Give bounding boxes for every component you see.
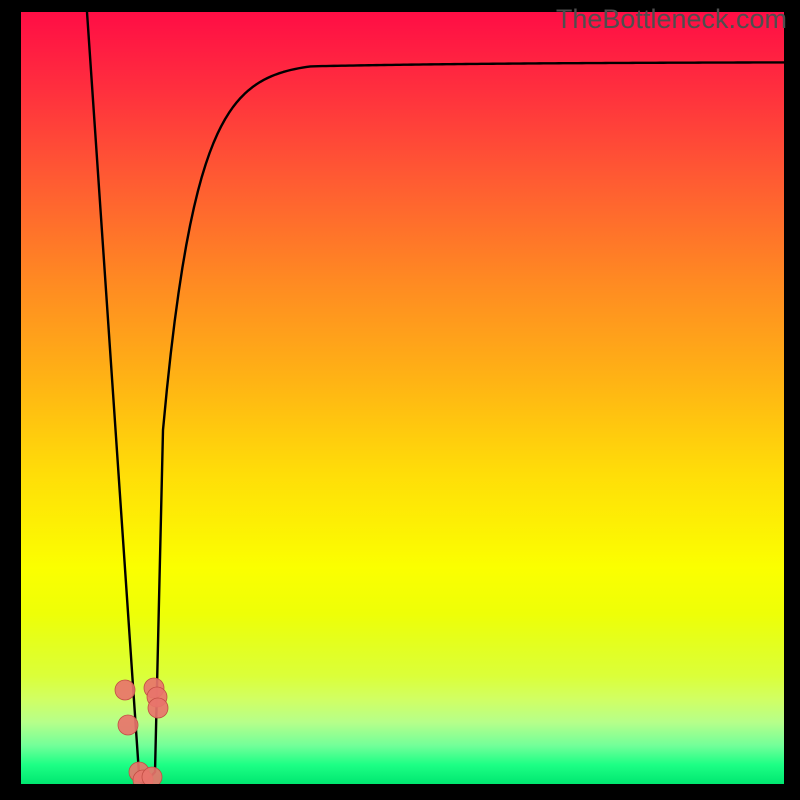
watermark-text: TheBottleneck.com <box>556 4 787 35</box>
data-point-marker <box>118 715 138 735</box>
data-point-marker <box>148 698 168 718</box>
data-point-marker <box>115 680 135 700</box>
chart-stage: TheBottleneck.com <box>0 0 800 800</box>
plot-area <box>21 12 784 784</box>
marker-layer <box>21 12 784 784</box>
data-point-marker <box>142 767 162 784</box>
